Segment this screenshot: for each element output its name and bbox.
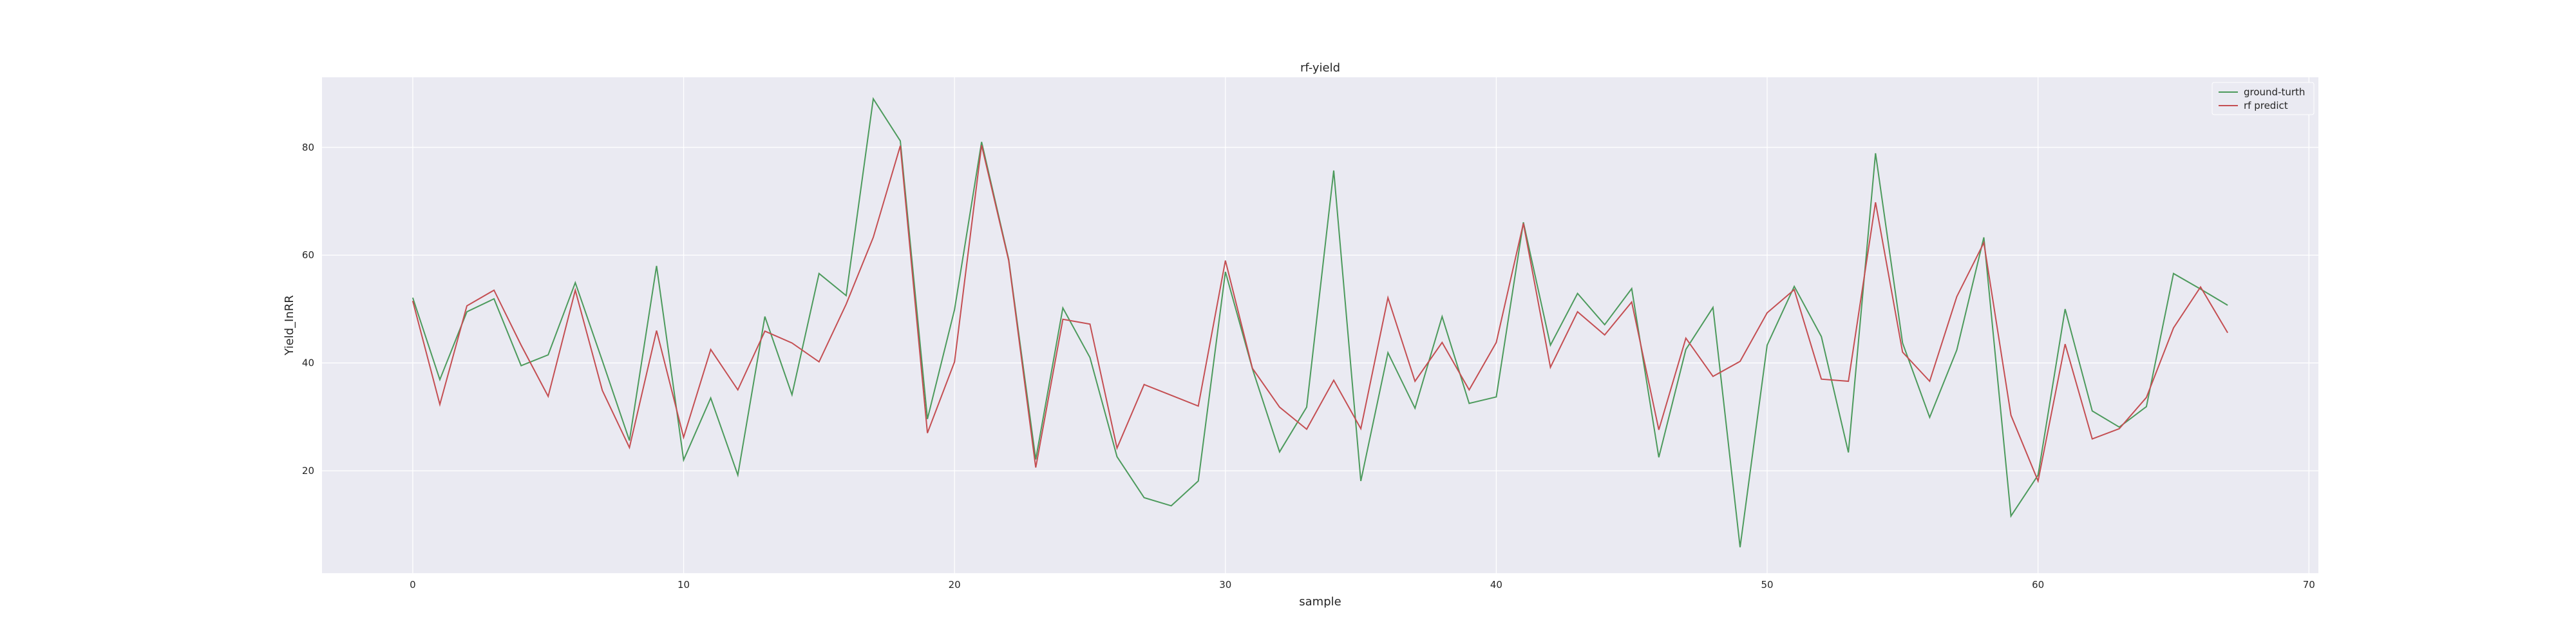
legend-box bbox=[2211, 82, 2315, 115]
x-tick-label: 30 bbox=[1219, 579, 1231, 591]
y-tick-label: 60 bbox=[302, 249, 314, 261]
x-axis-label: sample bbox=[1299, 595, 1341, 609]
series-line-ground-turth bbox=[412, 97, 2228, 547]
chart-title: rf-yield bbox=[1300, 61, 1340, 75]
y-tick-label: 20 bbox=[302, 465, 314, 477]
x-tick-label: 0 bbox=[410, 579, 416, 591]
legend-label-ground-turth: ground-turth bbox=[2244, 86, 2305, 98]
y-tick-label: 80 bbox=[302, 142, 314, 153]
x-axis-ticks: 0 10 20 30 40 50 60 70 bbox=[410, 579, 2315, 591]
y-axis-label: Yield_InRR bbox=[283, 295, 296, 356]
legend-label-rf-predict: rf predict bbox=[2244, 100, 2288, 111]
y-axis-ticks: 20 40 60 80 bbox=[302, 142, 314, 477]
x-tick-label: 10 bbox=[677, 579, 690, 591]
y-tick-label: 40 bbox=[302, 357, 314, 369]
plot-area bbox=[322, 77, 2318, 573]
series-lines bbox=[412, 97, 2228, 547]
x-tick-label: 60 bbox=[2032, 579, 2044, 591]
x-tick-label: 40 bbox=[1490, 579, 1502, 591]
x-tick-label: 20 bbox=[949, 579, 961, 591]
legend: ground-turth rf predict bbox=[2211, 82, 2315, 115]
grid bbox=[322, 77, 2318, 573]
series-line-rf-predict bbox=[412, 145, 2228, 484]
x-tick-label: 70 bbox=[2303, 579, 2315, 591]
x-tick-label: 50 bbox=[1761, 579, 1773, 591]
